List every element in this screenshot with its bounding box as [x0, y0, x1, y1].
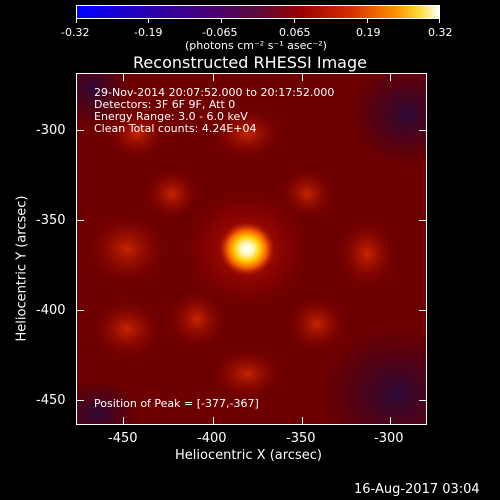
colorbar: [76, 5, 440, 19]
x-tick-mark: [302, 73, 303, 81]
y-tick-mark: [419, 220, 427, 221]
clean-total-counts: Clean Total counts: 4.24E+04: [94, 122, 257, 135]
x-tick-label: -350: [286, 431, 316, 446]
observation-time: 29-Nov-2014 20:07:52.000 to 20:17:52.000: [94, 86, 335, 99]
x-tick-mark: [302, 417, 303, 425]
colorbar-tick-label: 0.32: [428, 26, 453, 39]
x-tick-mark: [213, 73, 214, 81]
colorbar-tick-label: 0.19: [356, 26, 381, 39]
colorbar-tick-mark: [148, 19, 149, 23]
colorbar-units: (photons cm⁻² s⁻¹ asec⁻²): [185, 39, 327, 52]
footer-date: 16-Aug-2017 03:04: [354, 482, 480, 497]
colorbar-tick-mark: [221, 19, 222, 23]
rhessi-image-canvas: [77, 74, 426, 424]
y-tick-mark: [419, 310, 427, 311]
x-tick-mark: [123, 73, 124, 81]
colorbar-tick-label: -0.19: [134, 26, 163, 39]
y-tick-label: -400: [36, 303, 66, 318]
colorbar-tick-mark: [367, 19, 368, 23]
x-tick-label: -300: [374, 431, 404, 446]
y-tick-mark: [76, 310, 84, 311]
x-tick-mark: [123, 417, 124, 425]
x-tick-label: -450: [108, 431, 138, 446]
y-axis-title: Heliocentric Y (arcsec): [14, 195, 30, 342]
colorbar-tick-mark: [294, 19, 295, 23]
colorbar-tick-mark: [76, 19, 77, 23]
x-tick-mark: [390, 417, 391, 425]
colorbar-tick-label: -0.32: [61, 26, 90, 39]
y-tick-mark: [419, 130, 427, 131]
y-tick-mark: [76, 130, 84, 131]
x-tick-mark: [390, 73, 391, 81]
plot-title: Reconstructed RHESSI Image: [133, 53, 367, 72]
x-tick-label: -400: [197, 431, 227, 446]
y-tick-label: -300: [36, 123, 66, 138]
y-tick-label: -450: [36, 393, 66, 408]
y-tick-label: -350: [36, 213, 66, 228]
x-axis-title: Heliocentric X (arcsec): [175, 448, 322, 463]
y-tick-mark: [419, 400, 427, 401]
energy-range: Energy Range: 3.0 - 6.0 keV: [94, 110, 248, 123]
colorbar-tick-label: 0.065: [279, 26, 311, 39]
x-tick-mark: [213, 417, 214, 425]
colorbar-tick-label: -0.065: [202, 26, 238, 39]
rhessi-image: [76, 73, 427, 425]
colorbar-tick-mark: [439, 19, 440, 23]
y-tick-mark: [76, 220, 84, 221]
detectors-info: Detectors: 3F 6F 9F, Att 0: [94, 98, 236, 111]
peak-position: Position of Peak = [-377,-367]: [94, 397, 259, 410]
y-tick-mark: [76, 400, 84, 401]
